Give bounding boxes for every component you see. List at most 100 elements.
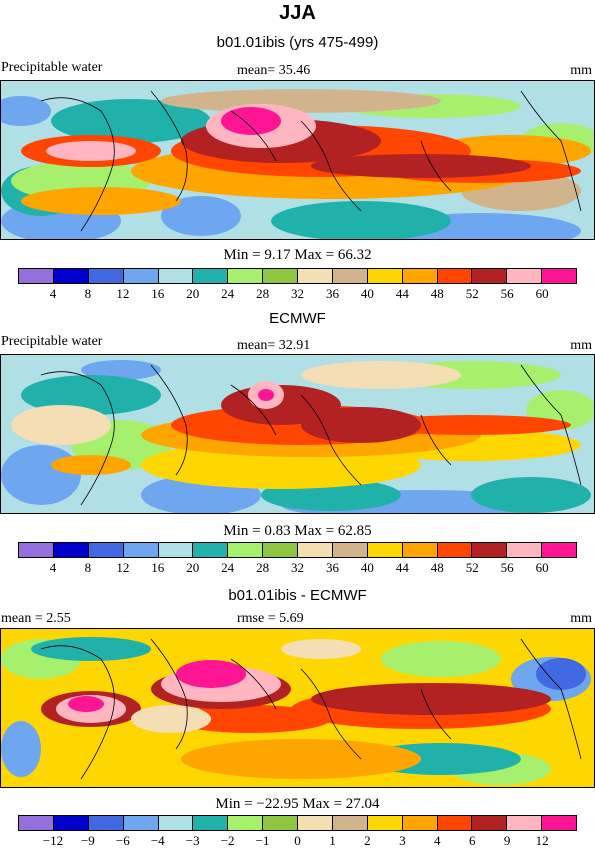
- colorbar-swatch: [472, 816, 508, 830]
- colorbar-swatch: [228, 269, 264, 283]
- colorbar-tick-label: 0: [294, 833, 301, 848]
- contour-region: [371, 415, 571, 435]
- colorbar-tick-label: 2: [364, 833, 371, 848]
- colorbar-swatch: [542, 269, 576, 283]
- colorbar-swatch: [228, 816, 264, 830]
- colorbar-swatch: [53, 816, 89, 830]
- contour-region: [21, 187, 181, 215]
- colorbar-swatch: [437, 269, 473, 283]
- colorbar-tick-label: 12: [116, 286, 130, 301]
- panel-3-title: b01.01ibis - ECMWF: [228, 587, 367, 604]
- colorbar-tick-label: 8: [84, 560, 92, 575]
- figure-title: JJA: [279, 2, 316, 24]
- colorbar-swatch: [19, 269, 54, 283]
- contour-region: [536, 658, 586, 690]
- contour-region: [311, 154, 531, 178]
- colorbar-tick-label: 6: [468, 833, 476, 848]
- colorbar-swatch: [332, 816, 368, 830]
- contour-region: [68, 696, 104, 712]
- colorbar-swatch: [332, 269, 368, 283]
- panel-2-title: ECMWF: [269, 310, 326, 327]
- colorbar-swatch: [193, 543, 229, 557]
- contour-region: [471, 477, 591, 513]
- colorbar-tick-label: 1: [329, 833, 336, 848]
- panel-3-minmax: Min = −22.95 Max = 27.04: [215, 796, 380, 812]
- panel-3-map: [0, 628, 595, 788]
- colorbar-swatch: [472, 543, 508, 557]
- panel-2-minmax: Min = 0.83 Max = 62.85: [223, 523, 372, 539]
- panel-1-map: [0, 80, 595, 240]
- colorbar-swatch: [228, 543, 264, 557]
- colorbar-swatch: [19, 816, 54, 830]
- panel-1-title: b01.01ibis (yrs 475-499): [216, 34, 379, 51]
- colorbar-swatch: [402, 816, 438, 830]
- contour-region: [281, 639, 361, 659]
- colorbar-swatch: [298, 543, 333, 557]
- colorbar-swatch: [298, 816, 333, 830]
- colorbar-swatch: [437, 543, 473, 557]
- colorbar-tick-label: 8: [84, 286, 92, 301]
- coastline: [40, 364, 582, 506]
- colorbar-swatch: [263, 269, 298, 283]
- contour-region: [271, 201, 451, 239]
- colorbar-tick-label: 9: [503, 833, 511, 848]
- colorbar-tick-label: 20: [186, 560, 200, 575]
- coastline: [40, 638, 582, 780]
- contour-field: [1, 629, 594, 787]
- colorbar-swatch: [472, 269, 508, 283]
- contour-region: [311, 683, 551, 715]
- colorbar-tick-label: 56: [500, 286, 514, 301]
- colorbar-tick-label: 12: [535, 833, 549, 848]
- colorbar-tick-label: 36: [325, 560, 339, 575]
- colorbar-swatch: [88, 543, 124, 557]
- contour-region: [1, 96, 51, 126]
- colorbar-swatch: [158, 543, 194, 557]
- colorbar-tick-label: 20: [186, 286, 200, 301]
- colorbar-tick-label: −1: [255, 833, 270, 848]
- panel-1-colorbar: [18, 268, 577, 284]
- panel-3-colorbar: [18, 815, 577, 831]
- colorbar-tick-label: 48: [430, 286, 444, 301]
- colorbar-swatch: [88, 816, 124, 830]
- contour-region: [301, 361, 461, 389]
- colorbar-tick-label: 60: [535, 560, 549, 575]
- colorbar-swatch: [367, 816, 403, 830]
- colorbar-tick-label: 32: [291, 560, 304, 575]
- contour-region: [176, 660, 246, 688]
- colorbar-swatch: [53, 543, 89, 557]
- panel-1-left-label: Precipitable water: [1, 60, 103, 75]
- colorbar-tick-label: 52: [465, 560, 479, 575]
- coastline: [40, 90, 582, 232]
- colorbar-tick-label: 32: [291, 286, 304, 301]
- colorbar-tick-label: 3: [399, 833, 406, 848]
- colorbar-tick-label: 40: [360, 286, 374, 301]
- contour-region: [1, 445, 81, 505]
- panel-2-mean-label: mean= 32.91: [237, 338, 311, 353]
- colorbar-swatch: [158, 816, 194, 830]
- colorbar-tick-label: 60: [535, 286, 549, 301]
- contour-field: [1, 355, 594, 513]
- colorbar-swatch: [88, 269, 124, 283]
- contour-region: [181, 739, 421, 779]
- colorbar-tick-label: 4: [49, 286, 57, 301]
- colorbar-tick-label: −12: [42, 833, 64, 848]
- panel-2-colorbar: [18, 542, 577, 558]
- colorbar-tick-label: 12: [116, 560, 130, 575]
- colorbar-swatch: [542, 816, 576, 830]
- contour-region: [51, 455, 131, 475]
- colorbar-swatch: [123, 816, 159, 830]
- colorbar-swatch: [158, 269, 194, 283]
- colorbar-swatch: [367, 543, 403, 557]
- contour-region: [11, 405, 111, 445]
- panel-3-units: mm: [570, 611, 592, 626]
- contour-region: [301, 407, 421, 443]
- colorbar-swatch: [123, 269, 159, 283]
- contour-region: [31, 637, 151, 661]
- colorbar-swatch: [123, 543, 159, 557]
- panel-2-map: [0, 354, 595, 514]
- colorbar-tick-label: 52: [465, 286, 479, 301]
- contour-region: [161, 196, 241, 236]
- panel-1-units: mm: [570, 63, 592, 78]
- colorbar-swatch: [263, 543, 298, 557]
- colorbar-tick-label: 48: [430, 560, 444, 575]
